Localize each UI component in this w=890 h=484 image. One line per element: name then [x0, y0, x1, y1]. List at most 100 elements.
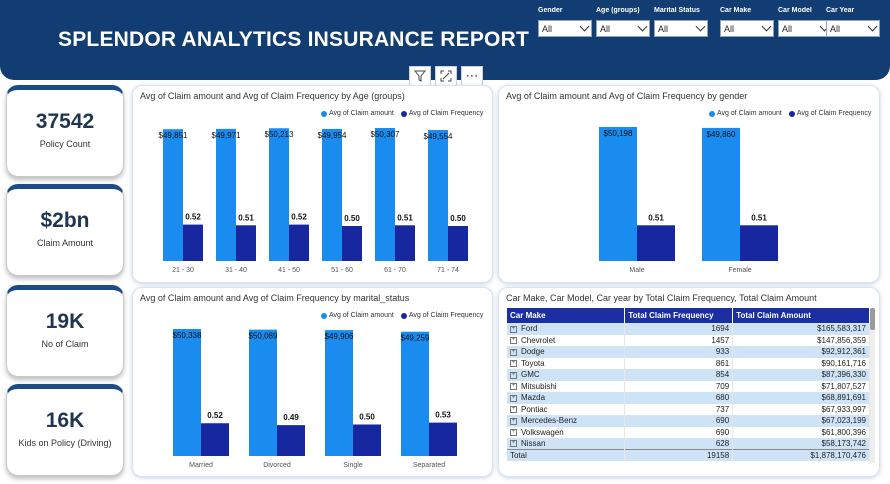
age-group-chart-plot: $49,851 0.52 21 - 30 $49,971 0.51 31 - 40 $50,… [159, 128, 468, 274]
claim-amount-bar[interactable] [702, 127, 740, 261]
chart-title: Avg of Claim amount and Avg of Claim Fre… [506, 91, 748, 101]
claim-frequency-bar[interactable] [740, 225, 778, 261]
table-row[interactable]: + GMC 854 $87,396,330 [507, 369, 870, 381]
claim-amount-label: $49,971 [212, 131, 241, 140]
claim-amount-label: $49,554 [424, 132, 453, 141]
slicer-marital-status: Marital Status All [654, 7, 708, 37]
claim-frequency-label: 0.50 [344, 214, 360, 223]
column-header[interactable]: Car Make [507, 308, 626, 323]
claim-amount-bar[interactable] [401, 331, 429, 456]
claim-amount-bar[interactable] [375, 128, 395, 261]
table-row[interactable]: + Toyota 861 $90,161,716 [507, 357, 870, 369]
table-scrollbar[interactable] [870, 308, 875, 463]
expand-icon[interactable]: + [510, 325, 517, 333]
claim-amount-bar[interactable] [163, 129, 183, 261]
claim-amount-cell: $58,173,742 [732, 438, 870, 450]
slicer-dropdown[interactable]: All [538, 20, 592, 37]
claim-frequency-bar[interactable] [353, 424, 381, 457]
scrollbar-thumb[interactable] [870, 308, 875, 330]
claim-frequency-bar[interactable] [201, 423, 229, 456]
slicer-value: All [724, 23, 735, 34]
slicer-dropdown[interactable]: All [720, 20, 774, 37]
claim-amount-cell: $147,856,359 [732, 334, 870, 346]
gender-chart-plot: $50,198 0.51 Male $49,860 0.51 Female [599, 127, 778, 274]
table-row[interactable]: + Mazda 680 $68,891,691 [507, 392, 870, 404]
claim-amount-label: $49,954 [318, 131, 347, 140]
slicer-dropdown[interactable]: All [596, 20, 650, 37]
chevron-down-icon [695, 21, 706, 32]
category-tick-label: 51 - 60 [331, 267, 353, 274]
claim-amount-bar[interactable] [599, 127, 637, 261]
expand-icon[interactable]: + [510, 440, 517, 448]
kpi-card: 19K No of Claim [6, 285, 124, 377]
car-make-cell: + Pontiac [507, 403, 626, 415]
slicer-dropdown[interactable]: All [778, 20, 832, 37]
claim-amount-bar[interactable] [269, 128, 289, 261]
expand-icon[interactable]: + [510, 383, 517, 391]
car-make-cell: + Toyota [507, 357, 626, 369]
table-row[interactable]: + Nissan 628 $58,173,742 [507, 438, 870, 450]
table-row[interactable]: + Pontiac 737 $67,933,997 [507, 403, 870, 415]
claim-frequency-bar[interactable] [183, 224, 203, 261]
claim-frequency-label: 0.52 [185, 213, 201, 222]
marital-status-chart-plot: $50,338 0.52 Married $50,089 0.49 Divorced $49… [173, 329, 457, 469]
claim-amount-cell: $68,891,691 [732, 392, 870, 404]
claim-amount-label: $50,307 [371, 130, 400, 139]
claim-frequency-bar[interactable] [289, 224, 309, 261]
claim-amount-cell: $67,023,199 [732, 415, 870, 427]
claim-amount-bar[interactable] [325, 330, 353, 456]
expand-icon[interactable]: + [510, 406, 517, 414]
slicer-dropdown[interactable]: All [826, 20, 880, 37]
column-header[interactable]: Total Claim Frequency [624, 308, 734, 323]
expand-icon[interactable]: + [510, 348, 517, 356]
slicer-car-year: Car Year All [826, 7, 880, 37]
category-tick-label: Married [189, 462, 213, 469]
column-header[interactable]: Total Claim Amount [732, 308, 870, 323]
slicer-label: Car Year [826, 7, 855, 14]
table-row[interactable]: + Ford 1694 $165,583,317 [507, 323, 870, 335]
claim-amount-bar[interactable] [322, 128, 342, 261]
claim-frequency-bar[interactable] [342, 226, 362, 261]
expand-icon[interactable]: + [510, 337, 517, 345]
slicer-value: All [830, 23, 841, 34]
claim-frequency-label: 0.51 [751, 213, 767, 222]
claim-frequency-bar[interactable] [429, 422, 457, 456]
more-options-icon[interactable]: ⋯ [461, 66, 483, 86]
slicer-car-model: Car Model All [778, 7, 832, 37]
category-tick-label: 31 - 40 [225, 267, 247, 274]
expand-icon[interactable]: + [510, 371, 517, 379]
total-label-cell: Total [507, 449, 626, 461]
claim-amount-bar[interactable] [216, 128, 236, 261]
expand-icon[interactable]: + [510, 360, 517, 368]
claim-frequency-label: 0.51 [648, 213, 664, 222]
claim-amount-cell: $61,800,396 [732, 426, 870, 438]
claim-frequency-bar[interactable] [448, 226, 468, 261]
filter-icon[interactable] [409, 66, 431, 86]
table-row[interactable]: + Mercedes-Benz 690 $67,023,199 [507, 415, 870, 427]
table-row[interactable]: + Dodge 933 $92,912,361 [507, 346, 870, 358]
focus-mode-icon[interactable] [435, 66, 457, 86]
table-row[interactable]: + Volkswagen 690 $61,800,396 [507, 426, 870, 438]
table-row[interactable]: + Chevrolet 1457 $147,856,359 [507, 334, 870, 346]
claim-frequency-bar[interactable] [277, 425, 305, 456]
claim-amount-bar[interactable] [173, 329, 201, 456]
expand-icon[interactable]: + [510, 394, 517, 402]
kpi-card: 16K Kids on Policy (Driving) [6, 384, 124, 476]
visual-toolbar: ⋯ [409, 66, 483, 86]
claim-frequency-bar[interactable] [637, 225, 675, 261]
claim-frequency-label: 0.52 [207, 411, 223, 420]
claim-amount-bar[interactable] [428, 129, 448, 261]
total-amount-cell: $1,878,170,476 [732, 449, 870, 461]
slicer-dropdown[interactable]: All [654, 20, 708, 37]
claim-frequency-cell: 933 [624, 346, 734, 358]
category-tick-label: Male [629, 267, 644, 274]
age-group-chart: Avg of Claim amount and Avg of Claim Fre… [132, 85, 493, 283]
table-row[interactable]: + Mitsubishi 709 $71,807,527 [507, 380, 870, 392]
claim-frequency-bar[interactable] [395, 225, 415, 261]
claim-amount-bar[interactable] [249, 329, 277, 456]
car-make-cell: + Chevrolet [507, 334, 626, 346]
car-make-cell: + Mitsubishi [507, 380, 626, 392]
claim-frequency-bar[interactable] [236, 225, 256, 261]
expand-icon[interactable]: + [510, 417, 517, 425]
expand-icon[interactable]: + [510, 429, 517, 437]
